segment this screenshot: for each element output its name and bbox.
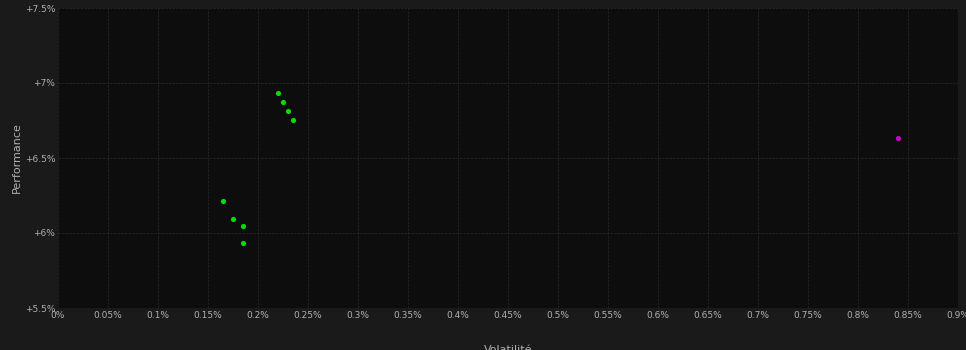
Point: [270, 90, 286, 96]
Y-axis label: Performance: Performance: [12, 122, 22, 194]
Point: [236, 223, 251, 229]
Point: [280, 108, 296, 113]
X-axis label: Volatilité: Volatilité: [484, 345, 532, 350]
Point: [225, 216, 241, 222]
Point: [275, 99, 291, 105]
Point: [891, 136, 906, 141]
Point: [285, 118, 300, 123]
Point: [215, 199, 231, 204]
Point: [236, 240, 251, 246]
